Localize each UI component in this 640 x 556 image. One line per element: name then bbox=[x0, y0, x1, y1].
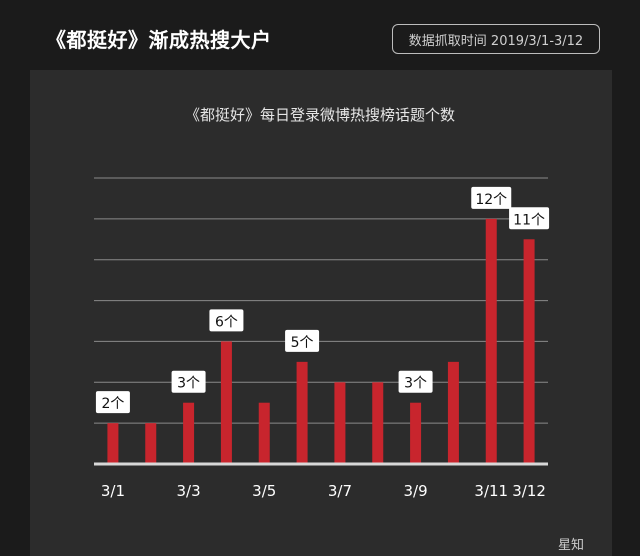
data-label: 3个 bbox=[177, 376, 200, 392]
data-label: 12个 bbox=[475, 192, 507, 208]
tick-label: 3/7 bbox=[328, 482, 352, 500]
tick-label: 3/9 bbox=[404, 482, 428, 500]
tick-label: 3/11 bbox=[474, 482, 508, 500]
bar-3/5 bbox=[258, 402, 270, 464]
footer-mark: 星知 bbox=[558, 538, 585, 553]
bar-3/9 bbox=[410, 402, 422, 464]
data-label-box bbox=[471, 186, 512, 209]
tick-label: 3/5 bbox=[252, 482, 276, 500]
data-label-box bbox=[285, 329, 320, 352]
bar-3/1 bbox=[107, 423, 119, 464]
bar-3/10 bbox=[447, 361, 459, 464]
bar-3/4 bbox=[220, 341, 232, 464]
bar-3/3 bbox=[183, 402, 195, 464]
data-label-box bbox=[398, 370, 433, 393]
bar-3/8 bbox=[372, 382, 384, 464]
tick-label: 3/3 bbox=[177, 482, 201, 500]
header: 《都挺好》渐成热搜大户 数据抓取时间 2019/3/1-3/12 bbox=[0, 0, 640, 70]
data-label-box bbox=[509, 207, 550, 230]
data-label: 5个 bbox=[291, 335, 314, 351]
chart-title: 《都挺好》每日登录微博热搜榜话题个数 bbox=[184, 106, 455, 124]
bar-3/7 bbox=[334, 382, 346, 464]
chart-panel bbox=[30, 70, 612, 556]
date-range-badge: 数据抓取时间 2019/3/1-3/12 bbox=[392, 24, 600, 54]
data-label-box bbox=[171, 370, 206, 393]
data-label: 6个 bbox=[215, 314, 238, 330]
data-label: 2个 bbox=[101, 396, 124, 412]
data-label-box bbox=[95, 391, 130, 414]
tick-label: 3/1 bbox=[101, 482, 125, 500]
data-label: 11个 bbox=[513, 212, 545, 228]
bar-3/6 bbox=[296, 361, 308, 464]
data-label: 3个 bbox=[404, 376, 427, 392]
data-label-box bbox=[209, 309, 244, 332]
bar-3/12 bbox=[523, 239, 535, 464]
tick-label: 3/12 bbox=[512, 482, 546, 500]
page-title: 《都挺好》渐成热搜大户 bbox=[46, 28, 272, 52]
bar-3/2 bbox=[145, 423, 157, 464]
bar-3/11 bbox=[485, 218, 497, 464]
